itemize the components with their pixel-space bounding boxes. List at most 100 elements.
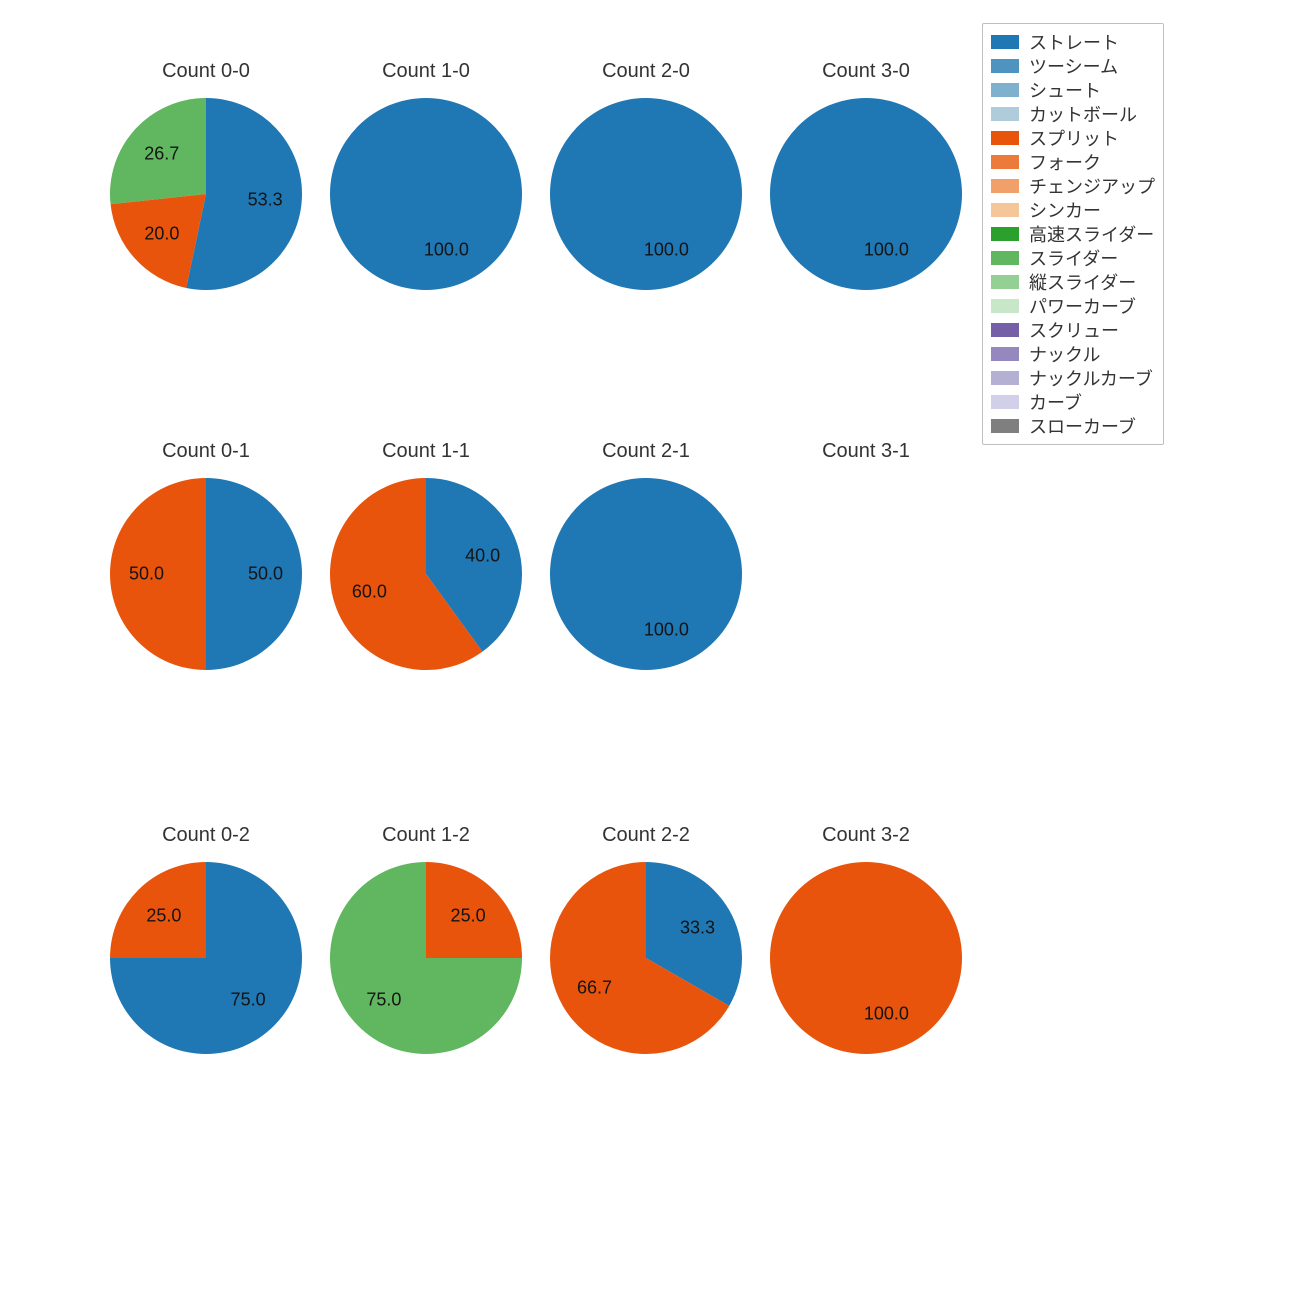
legend-swatch [991, 179, 1019, 193]
subplot-count-1-2: Count 1-225.075.0 [330, 862, 522, 1054]
pie-chart [550, 862, 742, 1054]
legend-swatch [991, 419, 1019, 433]
subplot-title: Count 1-2 [330, 824, 522, 847]
pie-label: 100.0 [424, 239, 469, 260]
pie-label: 50.0 [248, 564, 283, 585]
pie-slice-straight [330, 98, 522, 290]
subplot-title: Count 0-1 [110, 440, 302, 463]
subplot-count-0-1: Count 0-150.050.0 [110, 478, 302, 670]
pie-chart [770, 98, 962, 290]
legend-swatch [991, 299, 1019, 313]
pie-label: 20.0 [144, 223, 179, 244]
pie-chart [550, 478, 742, 670]
pie-slice-straight [550, 98, 742, 290]
subplot-count-3-2: Count 3-2100.0 [770, 862, 962, 1054]
legend-swatch [991, 323, 1019, 337]
pie-chart [330, 98, 522, 290]
pie-slice-straight [550, 478, 742, 670]
subplot-title: Count 2-1 [550, 440, 742, 463]
pie-label: 26.7 [144, 144, 179, 165]
pie-chart [550, 98, 742, 290]
legend-swatch [991, 83, 1019, 97]
pie-slice-straight [770, 98, 962, 290]
pie-label: 50.0 [129, 564, 164, 585]
subplot-count-1-0: Count 1-0100.0 [330, 98, 522, 290]
subplot-count-3-0: Count 3-0100.0 [770, 98, 962, 290]
legend-swatch [991, 395, 1019, 409]
legend-item-fork: フォーク [991, 150, 1155, 174]
legend-item-knuckle_curve: ナックルカーブ [991, 366, 1155, 390]
pie-label: 75.0 [366, 990, 401, 1011]
subplot-count-0-0: Count 0-053.326.720.0 [110, 98, 302, 290]
legend-item-vert_slider: 縦スライダー [991, 270, 1155, 294]
legend-swatch [991, 251, 1019, 265]
pie-chart [330, 862, 522, 1054]
subplot-count-2-2: Count 2-233.366.7 [550, 862, 742, 1054]
legend-swatch [991, 227, 1019, 241]
legend-swatch [991, 347, 1019, 361]
legend-item-split: スプリット [991, 126, 1155, 150]
legend-label: シンカー [1029, 197, 1101, 223]
subplot-count-3-1: Count 3-1 [770, 478, 962, 670]
legend-item-changeup: チェンジアップ [991, 174, 1155, 198]
subplot-title: Count 0-0 [110, 60, 302, 83]
legend: ストレートツーシームシュートカットボールスプリットフォークチェンジアップシンカー… [982, 23, 1164, 445]
legend-item-power_curve: パワーカーブ [991, 294, 1155, 318]
legend-label: ストレート [1029, 29, 1119, 55]
legend-item-screw: スクリュー [991, 318, 1155, 342]
legend-item-slider: スライダー [991, 246, 1155, 270]
legend-label: スクリュー [1029, 317, 1119, 343]
legend-swatch [991, 275, 1019, 289]
legend-swatch [991, 131, 1019, 145]
subplot-title: Count 2-2 [550, 824, 742, 847]
legend-label: フォーク [1029, 149, 1101, 175]
subplot-title: Count 1-0 [330, 60, 522, 83]
legend-item-cutball: カットボール [991, 102, 1155, 126]
legend-label: ツーシーム [1029, 53, 1118, 79]
subplot-title: Count 3-2 [770, 824, 962, 847]
legend-label: ナックルカーブ [1029, 365, 1153, 391]
legend-item-curve: カーブ [991, 390, 1155, 414]
legend-swatch [991, 155, 1019, 169]
pie-label: 100.0 [864, 1003, 909, 1024]
legend-item-sinker: シンカー [991, 198, 1155, 222]
pie-label: 60.0 [352, 582, 387, 603]
legend-item-knuckle: ナックル [991, 342, 1155, 366]
pie-slice-split [770, 862, 962, 1054]
pie-label: 33.3 [680, 918, 715, 939]
pie-label: 75.0 [231, 990, 266, 1011]
pie-label: 66.7 [577, 977, 612, 998]
pie-label: 53.3 [248, 190, 283, 211]
legend-label: スライダー [1029, 245, 1118, 271]
legend-label: チェンジアップ [1029, 173, 1155, 199]
pie-label: 100.0 [644, 619, 689, 640]
legend-item-shoot: シュート [991, 78, 1155, 102]
pie-label: 25.0 [451, 905, 486, 926]
subplot-title: Count 2-0 [550, 60, 742, 83]
subplot-title: Count 0-2 [110, 824, 302, 847]
legend-item-straight: ストレート [991, 30, 1155, 54]
subplot-count-0-2: Count 0-275.025.0 [110, 862, 302, 1054]
legend-swatch [991, 107, 1019, 121]
legend-label: 縦スライダー [1029, 269, 1136, 295]
pie-label: 100.0 [644, 239, 689, 260]
legend-item-two_seam: ツーシーム [991, 54, 1155, 78]
pie-label: 25.0 [146, 905, 181, 926]
subplot-count-2-1: Count 2-1100.0 [550, 478, 742, 670]
legend-swatch [991, 203, 1019, 217]
subplot-count-1-1: Count 1-140.060.0 [330, 478, 522, 670]
legend-label: パワーカーブ [1029, 293, 1136, 319]
pie-label: 100.0 [864, 239, 909, 260]
legend-swatch [991, 59, 1019, 73]
legend-item-slow_curve: スローカーブ [991, 414, 1155, 438]
legend-label: カーブ [1029, 389, 1082, 415]
legend-label: スローカーブ [1029, 413, 1136, 439]
legend-swatch [991, 371, 1019, 385]
legend-label: カットボール [1029, 101, 1137, 127]
subplot-count-2-0: Count 2-0100.0 [550, 98, 742, 290]
pie-chart [330, 478, 522, 670]
subplot-title: Count 1-1 [330, 440, 522, 463]
legend-label: ナックル [1029, 341, 1100, 367]
legend-item-fast_slider: 高速スライダー [991, 222, 1155, 246]
subplot-title: Count 3-1 [770, 440, 962, 463]
